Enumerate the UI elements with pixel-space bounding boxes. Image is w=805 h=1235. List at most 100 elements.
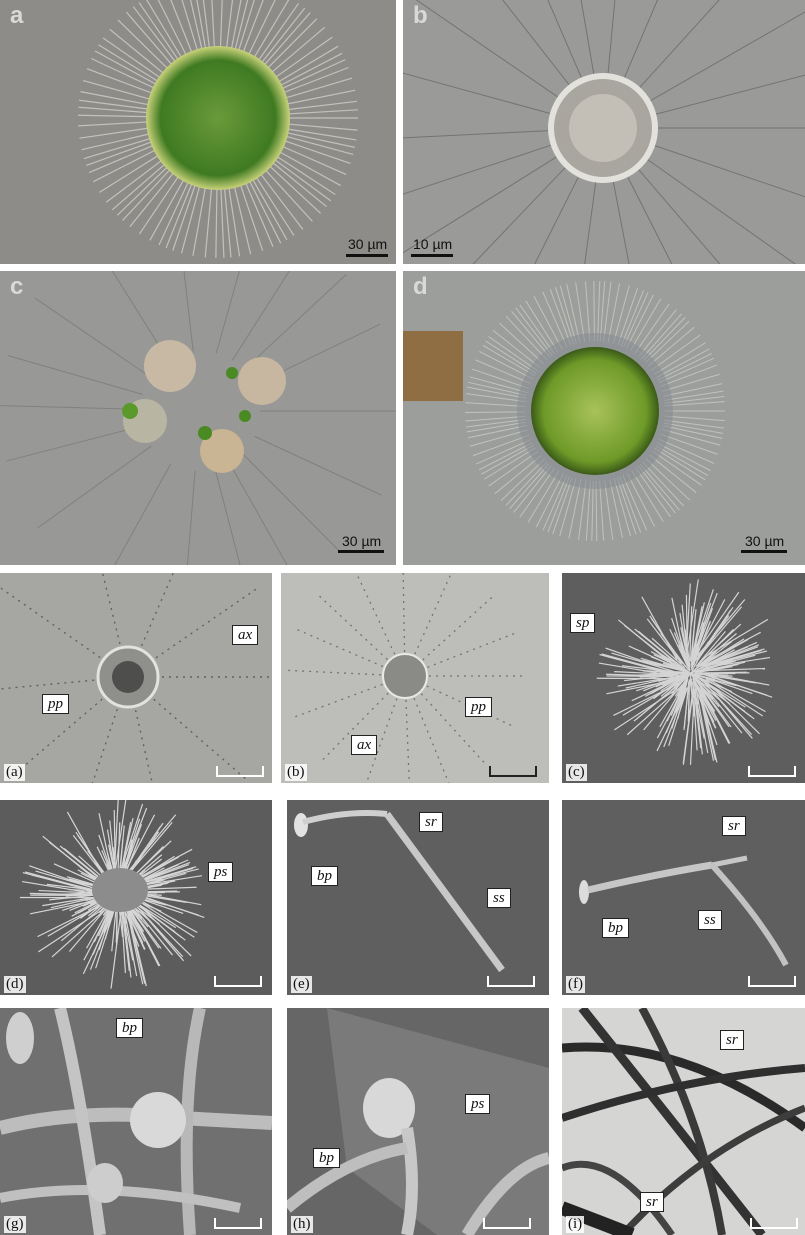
axopodium-ray [180, 185, 201, 254]
axopodium-ray [663, 383, 723, 397]
axopodium-ray [94, 50, 157, 86]
axopodium-ray [287, 100, 358, 111]
axopodium-ray [223, 187, 232, 258]
axopodium-ray [664, 419, 724, 429]
axopodium-ray [228, 187, 241, 257]
scale-bracket [748, 976, 796, 987]
single-spine-image [294, 810, 505, 973]
spine-line [653, 663, 687, 673]
axopodium-ray [656, 442, 711, 472]
axopodium-ray [140, 573, 174, 647]
axopodium-ray [479, 351, 534, 380]
panel-letter: d [413, 273, 428, 300]
axopodium-ray [263, 12, 311, 66]
axopodium-ray [607, 283, 621, 343]
axopodium-ray [527, 470, 560, 523]
label-ax: ax [351, 735, 378, 755]
spine-line [35, 870, 103, 891]
axopodium-ray [270, 26, 326, 74]
spine-line [690, 606, 703, 661]
spine-line [697, 681, 732, 728]
axopodium-ray [82, 79, 151, 100]
spine-line [689, 662, 714, 674]
axopodium-ray [559, 478, 577, 537]
axopodium-ray [286, 132, 356, 148]
spine-line [705, 672, 770, 686]
spine-line [692, 592, 718, 657]
spine-line [668, 656, 691, 674]
axopodium-ray [585, 480, 591, 541]
axopodium-ray [266, 18, 318, 69]
axopodium-ray [656, 348, 710, 379]
axopodium-ray [575, 282, 586, 342]
axopodium-ray [662, 428, 721, 446]
spine-line [685, 594, 688, 659]
axopodium-ray [469, 429, 528, 447]
axopodium-ray [645, 458, 691, 501]
axopodium-ray [622, 475, 648, 531]
panel-letter: (b) [285, 764, 307, 781]
axopodium-ray [285, 669, 382, 676]
panel-letter: b [413, 2, 428, 29]
spine-line [692, 678, 715, 714]
scale-bracket [216, 766, 264, 777]
spine-line [646, 618, 683, 665]
axopodium-ray [422, 594, 495, 661]
axopodium-ray [316, 593, 388, 661]
axopodium-ray [279, 52, 343, 87]
axopodium-ray [535, 473, 564, 528]
spine-line [679, 634, 691, 670]
axopodium-ray [500, 458, 545, 502]
axopodium-ray [472, 434, 530, 457]
scale-label: 10 µm [413, 236, 453, 252]
axopodium-ray [612, 285, 630, 344]
panel-letter: (h) [291, 1216, 313, 1233]
micrograph-panel-f: sr ss bp (f) [562, 800, 805, 995]
spine-line [705, 683, 753, 739]
spine-line [614, 687, 678, 731]
photo-panel-d: d 30 µm [403, 271, 805, 565]
axopodium-ray [281, 145, 347, 176]
label-bp: bp [311, 866, 338, 886]
axopodium-ray [542, 291, 568, 348]
axopodium-ray [294, 627, 384, 668]
axopodium-ray [578, 480, 587, 541]
axopodium-ray [0, 679, 95, 690]
axopodium-ray [635, 467, 671, 518]
axopodium-ray [566, 284, 581, 343]
axopodium-ray [234, 0, 249, 51]
axopodium-ray [636, 0, 720, 92]
axopodium-ray [78, 121, 149, 127]
axopodium-ray [260, 7, 306, 64]
axopodium-ray [292, 683, 383, 719]
axopodium-ray [102, 37, 161, 79]
scale-bar [346, 254, 388, 257]
spine-line [671, 617, 688, 665]
spine-line [695, 591, 740, 655]
axopodium-ray [513, 465, 552, 513]
axopodium-ray [7, 354, 143, 395]
axopodium-ray [651, 334, 701, 371]
axopodium-ray [78, 114, 149, 118]
panel-letter: a [10, 2, 24, 29]
panel-letter: (e) [291, 976, 312, 993]
axopodium-ray [597, 281, 601, 342]
axopodium-ray [277, 45, 339, 83]
micrograph-panel-c: sp (c) [562, 573, 805, 783]
axopodium-ray [37, 445, 152, 529]
axopodium-ray [254, 435, 382, 496]
scale-bar [411, 254, 453, 257]
spine-line [696, 640, 733, 670]
axopodium-ray [189, 0, 203, 50]
axopodium-ray [129, 171, 175, 228]
axopodium-ray [202, 0, 211, 49]
axopodium-ray [664, 401, 725, 407]
spine-line [683, 681, 690, 729]
spine-tem-image [562, 1008, 805, 1235]
photo-panel-b: b 10 µm [403, 0, 805, 264]
spine-line [692, 622, 711, 666]
axopodium-ray [654, 342, 706, 375]
spine-line [677, 678, 689, 719]
micrograph-panel-e: sr bp ss (e) [287, 800, 549, 995]
spine-line [662, 662, 690, 674]
